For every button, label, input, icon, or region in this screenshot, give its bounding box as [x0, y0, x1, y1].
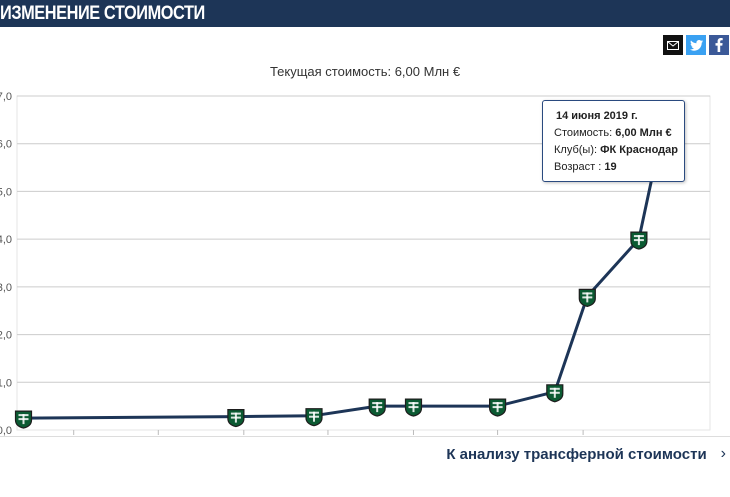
- tooltip-value-row: Стоимость: 6,00 Млн €: [554, 125, 684, 142]
- footer-link-label: К анализу трансферной стоимости: [446, 445, 707, 463]
- divider: [0, 436, 730, 437]
- data-point[interactable]: [630, 231, 648, 250]
- market-value-chart: 0,0 1,0 2,0 3,0 4,0 5,0 6,0 7,0 Jan ´16Jul ´16J…: [0, 91, 711, 436]
- data-point[interactable]: [404, 398, 423, 417]
- y-tick-label: 2,0: [0, 330, 12, 342]
- y-tick-label: 7,0: [0, 91, 12, 103]
- transfer-value-analysis-link[interactable]: К анализу трансферной стоимости ›: [446, 445, 726, 463]
- twitter-icon[interactable]: [686, 35, 706, 55]
- tooltip-age-row: Возраст : 19: [554, 159, 684, 176]
- y-tick-label: 4,0: [0, 234, 12, 246]
- section-title: Изменение стоимости: [0, 3, 205, 24]
- y-tick-label: 0,0: [0, 425, 12, 436]
- chevron-right-icon: ›: [720, 445, 726, 462]
- section-header: Изменение стоимости: [0, 0, 730, 27]
- series-line-path: [23, 143, 661, 420]
- data-point[interactable]: [368, 398, 386, 417]
- tooltip-value: 6,00 Млн €: [615, 127, 672, 139]
- y-tick-label: 1,0: [0, 377, 12, 389]
- tooltip-club: ФК Краснодар: [600, 144, 678, 156]
- data-tooltip: 14 июня 2019 г. Стоимость: 6,00 Млн € Кл…: [542, 100, 685, 182]
- tooltip-age-label: Возраст :: [554, 161, 602, 173]
- x-axis-ticks: Jan ´16Jul ´16Jan ´17Jul ´17Jan ´18Jul ´…: [73, 430, 584, 435]
- tooltip-club-label: Клуб(ы):: [554, 144, 598, 156]
- y-tick-label: 6,0: [0, 139, 12, 151]
- facebook-icon[interactable]: [709, 35, 729, 55]
- data-point[interactable]: [489, 398, 507, 417]
- y-axis-ticks: 0,0 1,0 2,0 3,0 4,0 5,0 6,0 7,0: [0, 91, 12, 436]
- series-line: [23, 143, 661, 420]
- data-point[interactable]: [227, 409, 245, 428]
- tooltip-value-label: Стоимость:: [554, 127, 613, 139]
- share-bar: [663, 35, 729, 55]
- tooltip-club-row: Клуб(ы): ФК Краснодар: [554, 142, 684, 159]
- y-tick-label: 5,0: [0, 186, 12, 198]
- data-point[interactable]: [578, 288, 596, 308]
- mail-icon[interactable]: [663, 35, 683, 55]
- data-point[interactable]: [546, 384, 564, 403]
- tooltip-age: 19: [604, 161, 617, 173]
- data-point[interactable]: [14, 410, 33, 429]
- chart-title: Текущая стоимость: 6,00 Млн €: [269, 64, 461, 79]
- y-tick-label: 3,0: [0, 282, 12, 294]
- tooltip-date: 14 июня 2019 г.: [556, 110, 638, 122]
- data-point[interactable]: [305, 408, 323, 427]
